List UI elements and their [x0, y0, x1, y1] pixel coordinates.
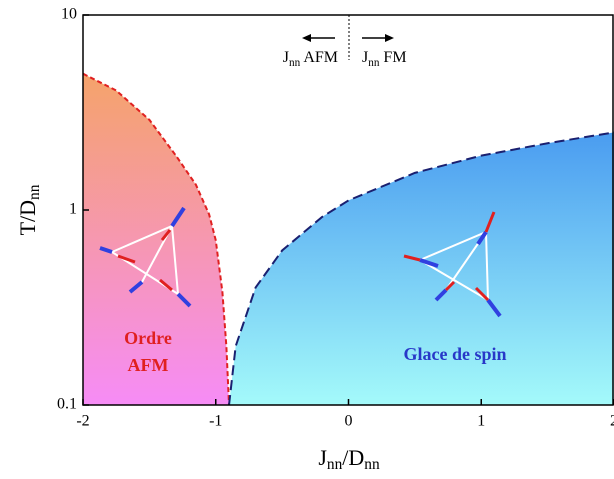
x-tick-label: -1	[209, 413, 222, 430]
subscript: nn	[364, 456, 380, 473]
spin-icons	[99, 206, 502, 318]
phase-boundary	[82, 72, 231, 406]
spin-ice-phase-label: Glace de spin	[403, 344, 506, 364]
y-tick-label: 1	[69, 201, 77, 218]
text-part: FM	[379, 49, 406, 66]
y-tick-label: 0.1	[57, 396, 77, 413]
direction-arrows	[302, 34, 394, 42]
x-tick-label: 0	[345, 413, 353, 430]
text-part: T/D	[15, 200, 40, 235]
y-tick-label: 10	[61, 6, 77, 23]
afm-phase-label: AFM	[128, 355, 169, 375]
fm-direction-label: Jnn FM	[362, 49, 407, 69]
text-part: J	[362, 49, 368, 66]
text-part: J	[318, 445, 327, 470]
text-part: J	[283, 49, 289, 66]
phase-boundary	[228, 131, 614, 406]
subscript: nn	[368, 57, 380, 69]
afm-direction-label: Jnn AFM	[283, 49, 338, 69]
spin-ice-tetrahedron-icon	[403, 211, 502, 318]
x-tick-label: 1	[477, 413, 485, 430]
phase-area	[83, 73, 230, 405]
x-tick-label: -2	[76, 413, 89, 430]
subscript: nn	[26, 184, 43, 200]
x-tick-label: 2	[610, 413, 614, 430]
afm-phase-label: Ordre	[124, 328, 172, 348]
afm-tetrahedron-icon	[99, 206, 192, 308]
subscript: nn	[289, 57, 301, 69]
subscript: nn	[327, 456, 343, 473]
text-part: AFM	[300, 49, 338, 66]
phase-area	[229, 132, 614, 405]
y-axis-title: T/Dnn	[15, 184, 42, 235]
x-axis-title: Jnn/Dnn	[318, 445, 380, 472]
text-part: /D	[342, 445, 364, 470]
